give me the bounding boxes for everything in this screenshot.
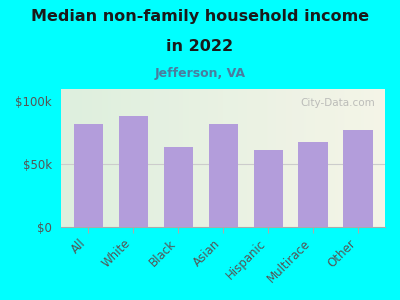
Bar — [254, 150, 283, 226]
Bar — [344, 130, 373, 226]
Bar — [119, 116, 148, 226]
Bar — [208, 124, 238, 226]
Bar — [74, 124, 103, 226]
Text: Median non-family household income: Median non-family household income — [31, 9, 369, 24]
Text: in 2022: in 2022 — [166, 39, 234, 54]
Bar — [164, 148, 193, 226]
Text: City-Data.com: City-Data.com — [300, 98, 375, 108]
Text: Jefferson, VA: Jefferson, VA — [154, 68, 246, 80]
Bar — [298, 142, 328, 226]
